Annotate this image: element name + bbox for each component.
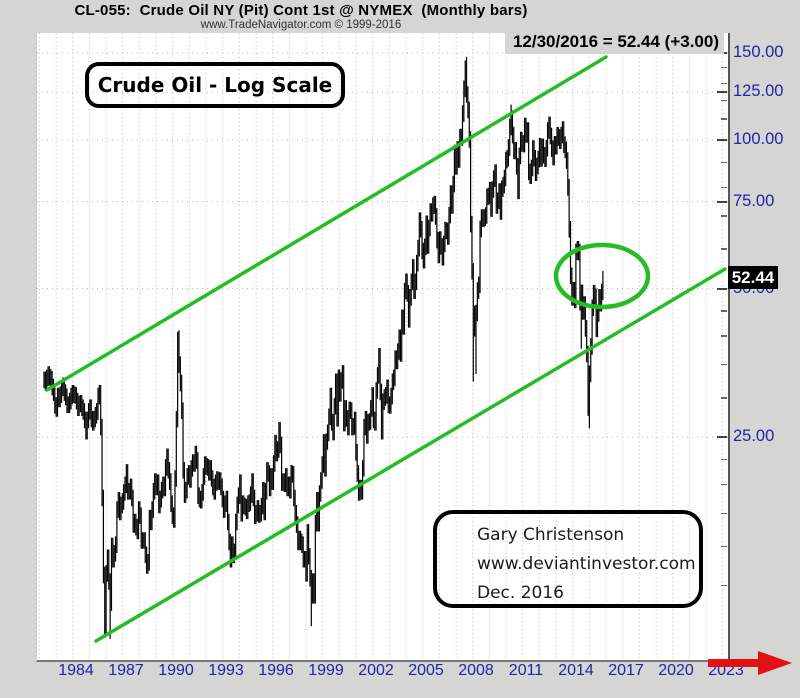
price-chart-canvas [37, 33, 728, 660]
y-axis-minor-tick [721, 248, 727, 250]
channel-lower-trendline [94, 267, 727, 643]
last-price-annotation: 12/30/2016 = 52.44 (+3.00) [504, 31, 724, 54]
y-axis-minor-tick [721, 99, 727, 102]
x-axis-label: 1999 [308, 662, 344, 679]
y-axis-label: 75.00 [733, 191, 775, 210]
red-arrow-icon [708, 651, 792, 675]
x-axis-label: 2005 [408, 662, 444, 679]
y-axis-minor-tick [721, 66, 727, 69]
x-axis-label: 2011 [508, 662, 544, 679]
y-axis-major-tick [717, 287, 727, 290]
y-axis-minor-tick [721, 186, 727, 189]
y-axis-minor-tick [721, 161, 727, 163]
x-axis-label: 1993 [208, 662, 244, 679]
y-axis-minor-tick [721, 82, 727, 85]
y-axis-minor-tick [721, 118, 727, 120]
price-bars [43, 56, 604, 639]
x-axis-label: 2008 [458, 662, 494, 679]
x-axis-label: 2017 [608, 662, 644, 679]
x-axis-label: 2002 [358, 662, 394, 679]
chart-subtitle: www.TradeNavigator.com © 1999-2016 [200, 19, 402, 31]
y-axis-major-tick [717, 91, 727, 94]
y-axis-minor-tick [721, 458, 727, 461]
log-scale-label: Crude Oil - Log Scale [97, 73, 333, 97]
y-axis-major-tick [717, 200, 727, 203]
channel-upper-trendline [45, 55, 608, 392]
credit-website: www.deviantinvestor.com [477, 554, 696, 574]
x-axis-label: 2020 [658, 662, 694, 679]
x-axis-label: 1987 [108, 662, 144, 679]
y-axis-major-tick [717, 138, 727, 141]
x-axis-label: 2014 [558, 662, 594, 679]
chart-plot-area [36, 33, 730, 662]
y-axis-label: 125.00 [733, 82, 784, 101]
y-axis-label: 150.00 [733, 43, 784, 61]
y-axis-minor-tick [721, 483, 727, 486]
log-scale-label-box: Crude Oil - Log Scale [85, 62, 345, 108]
highlight-ellipse [553, 242, 651, 310]
y-axis-minor-tick [721, 584, 727, 587]
credit-author: Gary Christenson [477, 525, 625, 545]
y-axis-minor-tick [721, 363, 727, 366]
y-axis-major-tick [717, 436, 727, 439]
red-arrow-shape [708, 651, 792, 675]
x-axis-label: 1996 [258, 662, 294, 679]
credit-box: Gary Christenson www.deviantinvestor.com… [433, 510, 703, 608]
y-axis-minor-tick [721, 215, 727, 217]
x-axis-label: 1990 [158, 662, 194, 679]
y-axis-minor-tick [721, 310, 727, 312]
last-price-tag: 52.44 [728, 266, 778, 289]
y-axis-label: 100.00 [733, 129, 784, 148]
y-axis-minor-tick [721, 397, 727, 399]
x-axis-label: 1984 [58, 662, 94, 679]
y-axis-minor-tick [721, 335, 727, 337]
chart-title: CL-055: Crude Oil NY (Pit) Cont 1st @ NY… [74, 2, 528, 19]
credit-date: Dec. 2016 [477, 583, 564, 603]
y-axis-minor-tick [721, 545, 727, 548]
y-axis-label: 25.00 [733, 427, 775, 446]
y-axis-minor-tick [721, 512, 727, 515]
